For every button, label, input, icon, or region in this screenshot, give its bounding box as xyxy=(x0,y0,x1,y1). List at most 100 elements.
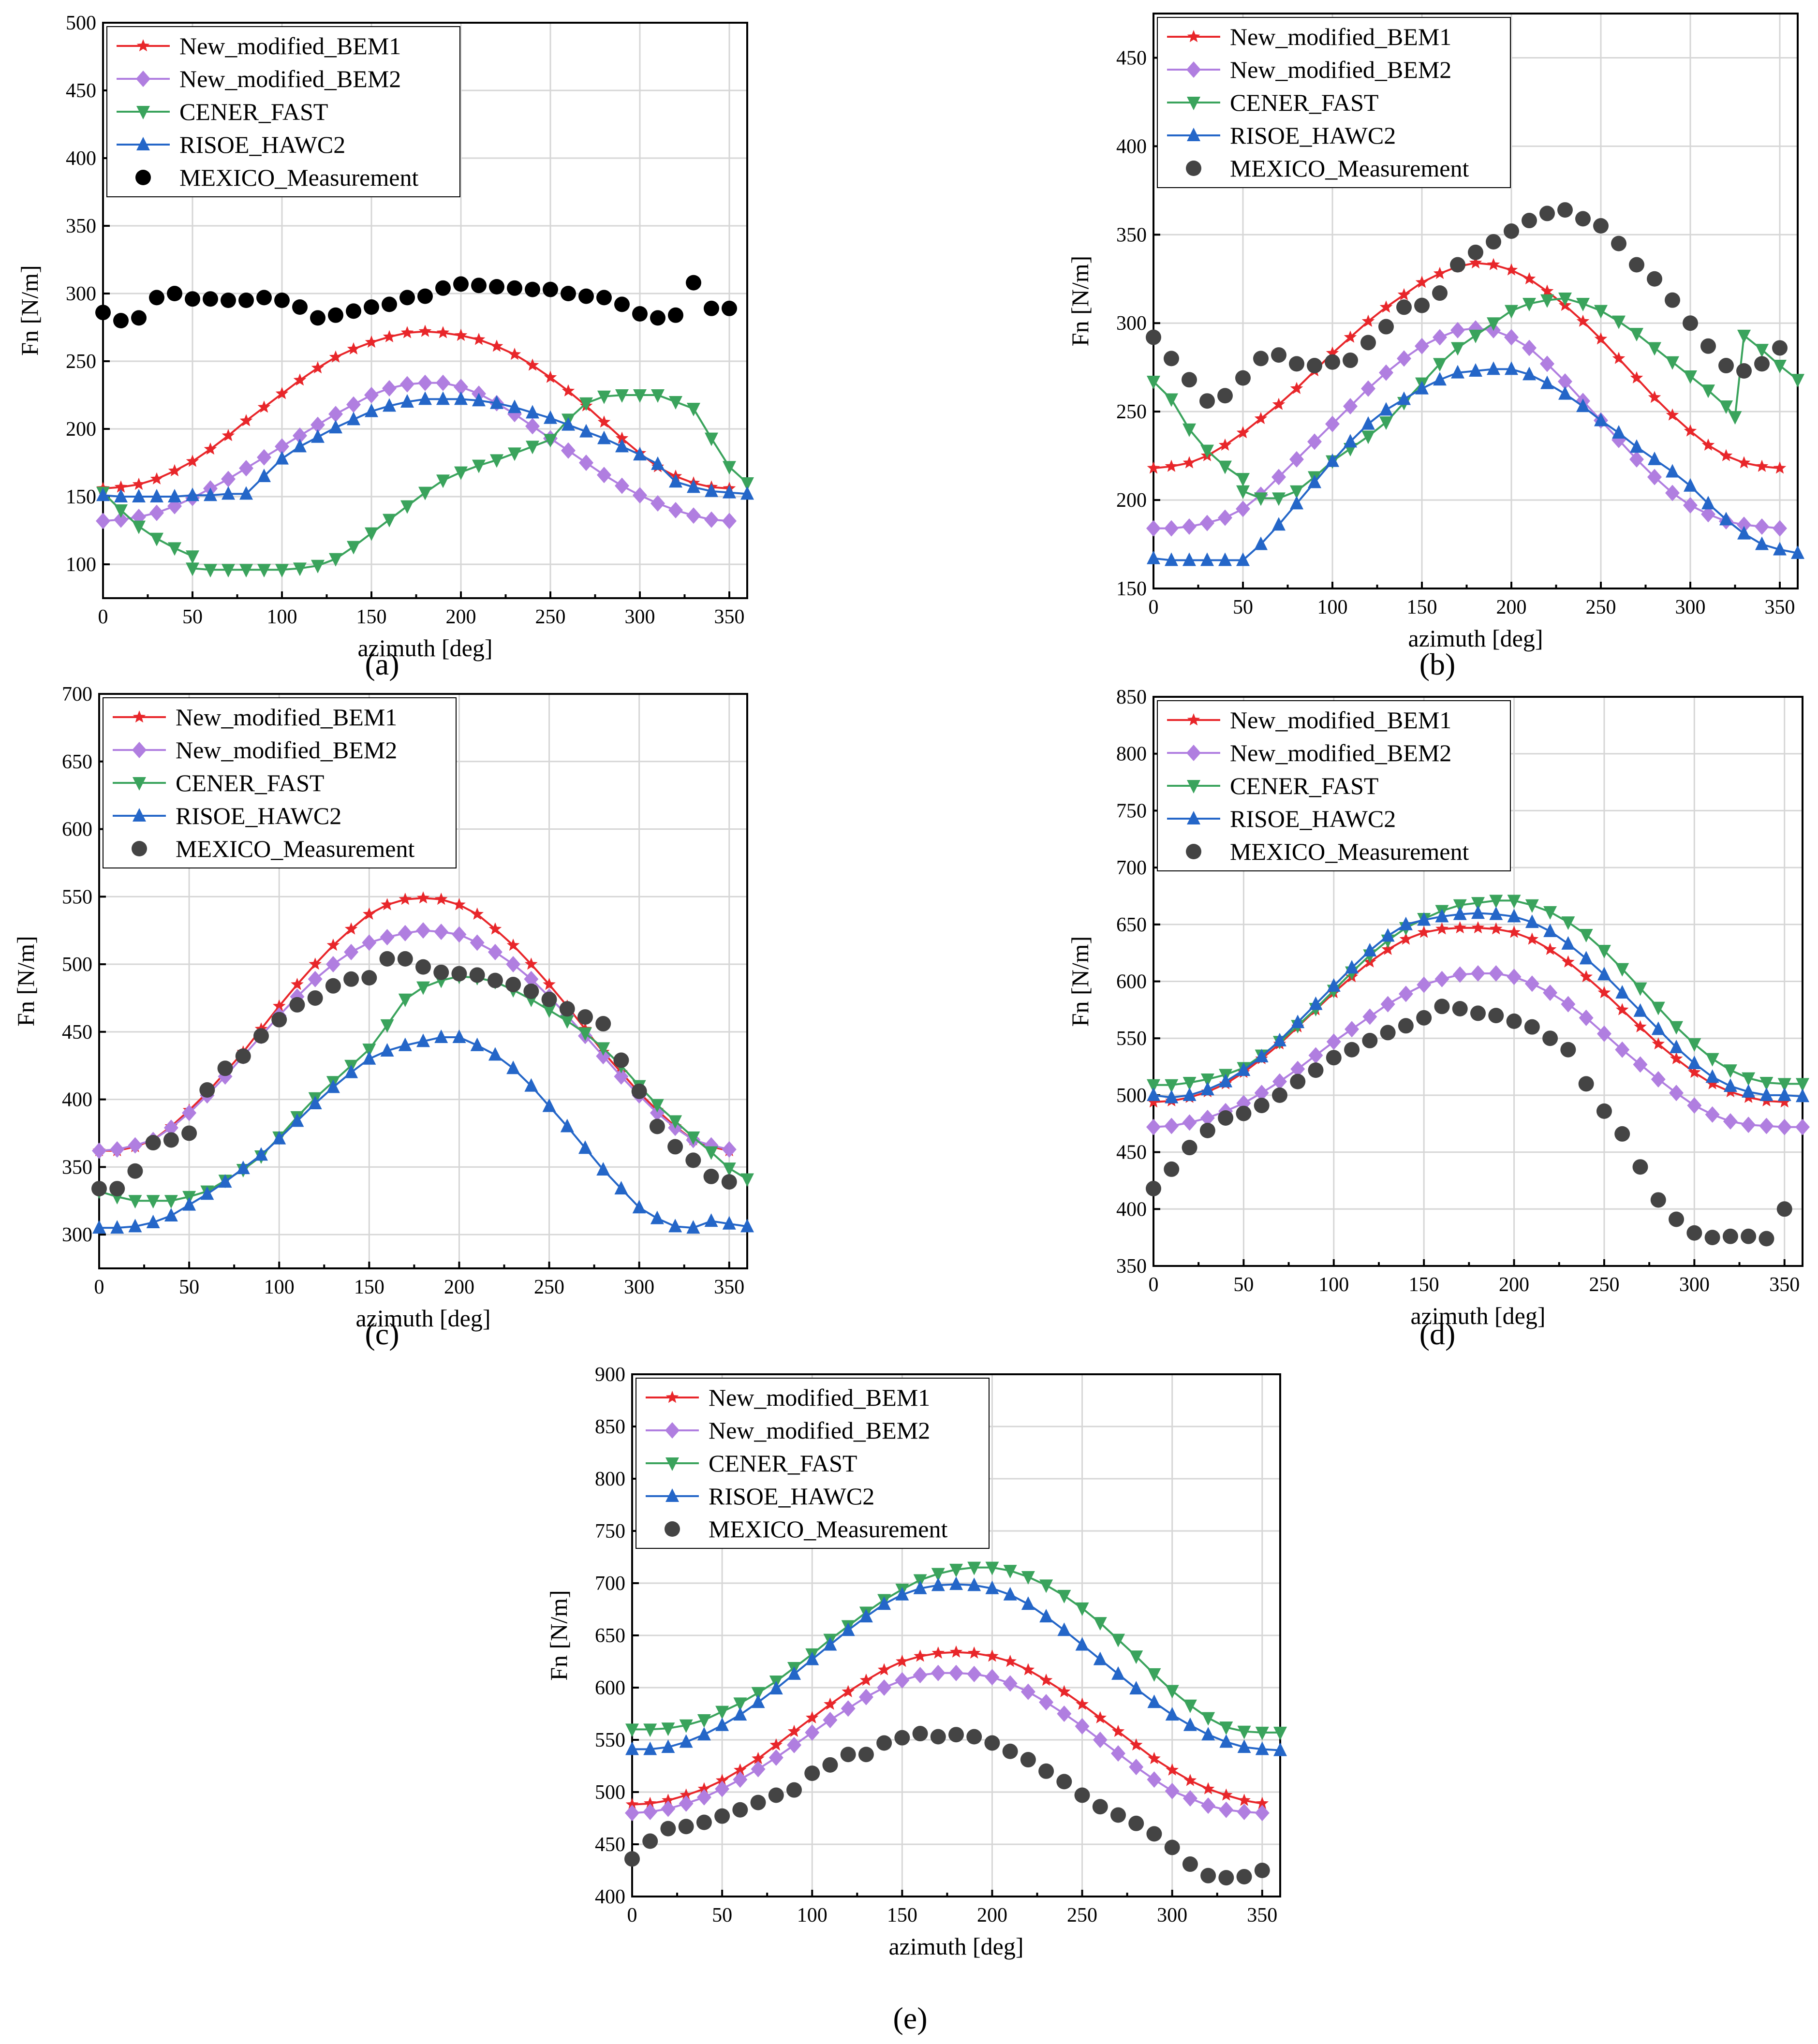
y-tick-label: 500 xyxy=(595,1781,625,1804)
data-point-new-modified-bem2 xyxy=(239,460,253,477)
data-point-mexico-measurement xyxy=(1344,1042,1360,1058)
data-point-mexico-measurement xyxy=(650,310,665,326)
data-point-cener-fast xyxy=(168,542,181,556)
legend-label-mexico-measurement: MEXICO_Measurement xyxy=(709,1515,947,1543)
data-point-mexico-measurement xyxy=(415,959,431,975)
data-point-mexico-measurement xyxy=(631,1083,647,1099)
data-point-new-modified-bem1 xyxy=(1487,258,1500,270)
data-point-risoe-hawc2 xyxy=(362,1051,376,1065)
data-point-risoe-hawc2 xyxy=(1525,914,1539,928)
y-tick-label: 200 xyxy=(1116,489,1147,512)
data-point-risoe-hawc2 xyxy=(488,1047,502,1061)
data-point-mexico-measurement xyxy=(804,1765,820,1781)
data-point-new-modified-bem2 xyxy=(877,1679,892,1696)
data-point-risoe-hawc2 xyxy=(1200,1082,1214,1096)
data-point-new-modified-bem1 xyxy=(454,328,468,341)
series-line-cener-fast xyxy=(102,394,748,571)
data-point-risoe-hawc2 xyxy=(1670,1040,1684,1054)
series-line-new-modified-bem1 xyxy=(103,330,730,490)
data-point-new-modified-bem2 xyxy=(633,487,647,504)
data-point-mexico-measurement xyxy=(1074,1787,1090,1803)
data-point-new-modified-bem1 xyxy=(204,442,217,455)
data-point-mexico-measurement xyxy=(95,305,111,321)
data-point-new-modified-bem2 xyxy=(733,1771,748,1788)
data-point-new-modified-bem1 xyxy=(381,898,394,911)
data-point-new-modified-bem1 xyxy=(1701,438,1715,451)
data-point-cener-fast xyxy=(1651,1001,1665,1015)
legend-marker-risoe-hawc2 xyxy=(665,1488,679,1502)
data-point-new-modified-bem2 xyxy=(751,1761,766,1778)
data-point-new-modified-bem2 xyxy=(931,1664,946,1681)
data-point-cener-fast xyxy=(1522,297,1536,311)
data-point-risoe-hawc2 xyxy=(472,393,486,407)
data-point-cener-fast xyxy=(1236,485,1250,499)
data-point-new-modified-bem2 xyxy=(1164,1118,1179,1134)
legend-marker-new-modified-bem2 xyxy=(132,742,147,758)
data-point-new-modified-bem2 xyxy=(1325,415,1340,432)
y-axis-label: Fn [N/m] xyxy=(1066,256,1094,347)
data-point-new-modified-bem1 xyxy=(436,326,450,338)
data-point-new-modified-bem2 xyxy=(1596,1025,1611,1042)
data-point-risoe-hawc2 xyxy=(542,1098,556,1112)
data-point-mexico-measurement xyxy=(1200,1868,1216,1883)
data-point-cener-fast xyxy=(661,1722,675,1736)
data-point-cener-fast xyxy=(1039,1579,1053,1593)
data-point-risoe-hawc2 xyxy=(1597,967,1611,981)
data-point-cener-fast xyxy=(722,1162,736,1176)
data-point-mexico-measurement xyxy=(343,971,359,987)
data-point-risoe-hawc2 xyxy=(877,1596,891,1610)
data-point-cener-fast xyxy=(1129,1650,1143,1664)
data-point-mexico-measurement xyxy=(1146,329,1161,345)
data-point-mexico-measurement xyxy=(1722,1228,1738,1244)
y-tick-label: 550 xyxy=(62,886,92,908)
data-point-mexico-measurement xyxy=(453,276,469,292)
data-point-risoe-hawc2 xyxy=(1326,453,1339,467)
data-point-risoe-hawc2 xyxy=(1218,552,1232,566)
data-point-new-modified-bem2 xyxy=(1701,506,1715,523)
data-point-new-modified-bem1 xyxy=(1381,942,1394,955)
data-point-new-modified-bem1 xyxy=(293,373,307,386)
data-point-mexico-measurement xyxy=(667,1139,683,1155)
data-point-new-modified-bem1 xyxy=(472,333,486,345)
data-point-new-modified-bem1 xyxy=(1597,986,1611,999)
y-tick-label: 350 xyxy=(1116,1255,1147,1278)
y-tick-label: 700 xyxy=(1116,857,1147,879)
data-point-cener-fast xyxy=(275,564,289,578)
plot-frame xyxy=(1153,13,1799,589)
data-point-mexico-measurement xyxy=(1506,1013,1522,1029)
data-point-new-modified-bem2 xyxy=(525,418,540,435)
data-point-mexico-measurement xyxy=(199,1082,215,1098)
data-point-risoe-hawc2 xyxy=(740,1219,754,1233)
data-point-risoe-hawc2 xyxy=(272,1131,286,1145)
data-point-risoe-hawc2 xyxy=(1633,1003,1647,1017)
data-point-mexico-measurement xyxy=(1020,1752,1036,1768)
data-point-risoe-hawc2 xyxy=(1684,478,1697,492)
data-point-risoe-hawc2 xyxy=(1165,552,1178,566)
data-point-mexico-measurement xyxy=(649,1118,665,1134)
data-point-new-modified-bem1 xyxy=(949,1645,963,1658)
data-point-mexico-measurement xyxy=(577,1009,593,1025)
data-point-risoe-hawc2 xyxy=(1522,367,1536,381)
data-point-cener-fast xyxy=(560,1015,574,1029)
data-point-mexico-measurement xyxy=(1056,1774,1072,1790)
legend-label-new-modified-bem2: New_modified_BEM2 xyxy=(1230,56,1451,83)
data-point-cener-fast xyxy=(1701,384,1715,398)
data-point-risoe-hawc2 xyxy=(733,1707,747,1721)
data-point-cener-fast xyxy=(1272,492,1286,506)
data-point-risoe-hawc2 xyxy=(1796,1088,1809,1103)
data-point-risoe-hawc2 xyxy=(560,1118,574,1132)
data-point-cener-fast xyxy=(1361,430,1375,444)
data-point-risoe-hawc2 xyxy=(544,410,557,424)
data-point-mexico-measurement xyxy=(703,1168,719,1184)
data-point-risoe-hawc2 xyxy=(308,1095,322,1109)
data-point-risoe-hawc2 xyxy=(490,395,503,409)
data-point-cener-fast xyxy=(1576,297,1590,311)
data-point-mexico-measurement xyxy=(328,307,343,323)
data-point-cener-fast xyxy=(650,1099,664,1113)
data-point-cener-fast xyxy=(1236,473,1250,487)
data-point-mexico-measurement xyxy=(1128,1815,1144,1831)
data-point-cener-fast xyxy=(733,1697,747,1711)
data-point-new-modified-bem2 xyxy=(1773,520,1787,537)
data-point-cener-fast xyxy=(687,403,700,416)
series-line-risoe-hawc2 xyxy=(1153,368,1798,561)
